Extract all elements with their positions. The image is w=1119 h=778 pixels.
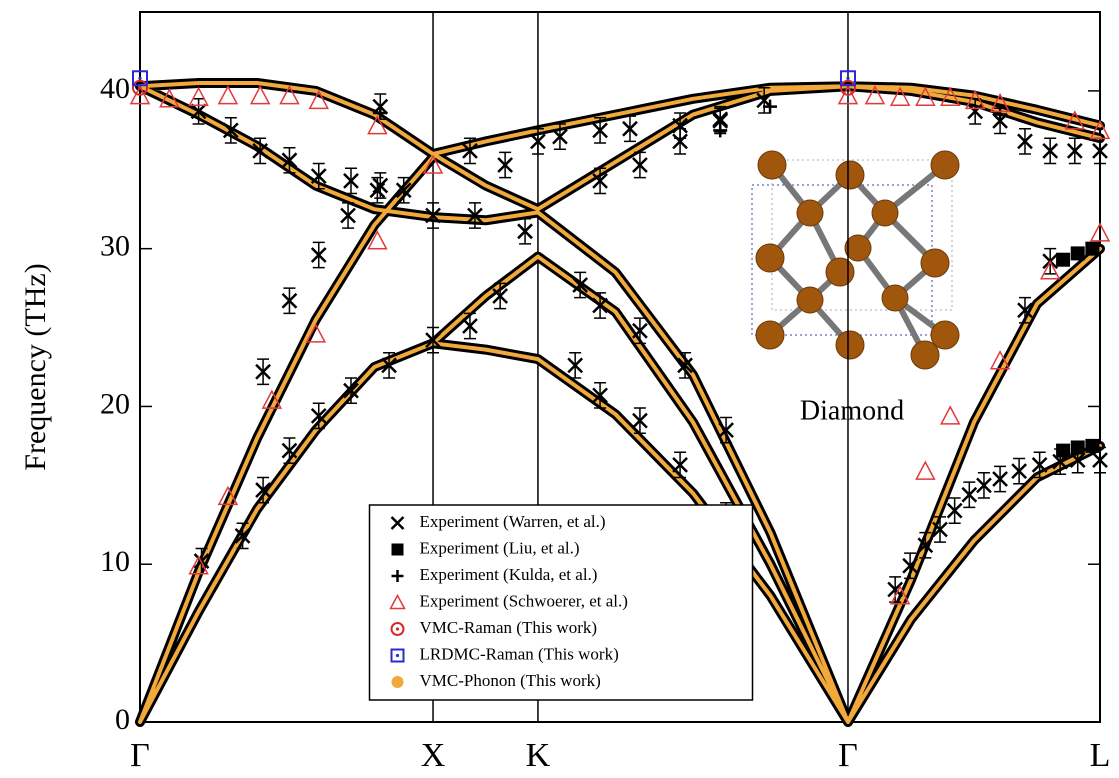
- diamond-structure: [752, 151, 959, 369]
- point-center: [396, 627, 399, 630]
- legend-marker: [392, 544, 404, 556]
- annotation: Diamond: [800, 395, 904, 426]
- point-center: [846, 86, 849, 89]
- legend-label: Experiment (Kulda, et al.): [420, 565, 598, 584]
- y-tick-label: 10: [100, 545, 130, 578]
- point-center: [138, 77, 141, 80]
- legend-label: VMC-Raman (This work): [420, 618, 598, 637]
- legend-label: VMC-Phonon (This work): [420, 671, 601, 690]
- x-tick-label: K: [526, 737, 551, 774]
- point: [916, 462, 934, 479]
- y-tick-label: 0: [115, 703, 130, 736]
- legend-marker: [392, 676, 404, 688]
- x-tick-label: Γ: [130, 737, 150, 774]
- point: [1085, 242, 1099, 256]
- legend: Experiment (Warren, et al.) Experiment (L…: [370, 505, 753, 700]
- y-tick-label: 20: [100, 387, 130, 420]
- point: [219, 87, 237, 104]
- legend-label: Experiment (Warren, et al.): [420, 512, 606, 531]
- point-center: [396, 654, 399, 657]
- chart: Diamond Frequency (THz) 0 10 20 30 40 Γ X K Γ L Ex…: [0, 0, 1119, 778]
- point: [1071, 440, 1085, 454]
- y-axis-label: Frequency (THz): [19, 263, 52, 470]
- legend-label: Experiment (Schwoerer, et al.): [420, 591, 628, 610]
- legend-label: Experiment (Liu, et al.): [420, 538, 580, 557]
- y-tick-label: 30: [100, 230, 130, 263]
- point: [1056, 444, 1070, 458]
- point: [1056, 253, 1070, 267]
- legend-label: LRDMC-Raman (This work): [420, 644, 619, 663]
- point: [1071, 246, 1085, 260]
- point: [941, 407, 959, 424]
- point-center: [138, 86, 141, 89]
- y-tick-label: 40: [100, 72, 130, 105]
- x-tick-label: X: [421, 737, 446, 774]
- point: [1085, 439, 1099, 453]
- x-tick-label: L: [1090, 737, 1111, 774]
- point-center: [846, 77, 849, 80]
- x-tick-label: Γ: [838, 737, 858, 774]
